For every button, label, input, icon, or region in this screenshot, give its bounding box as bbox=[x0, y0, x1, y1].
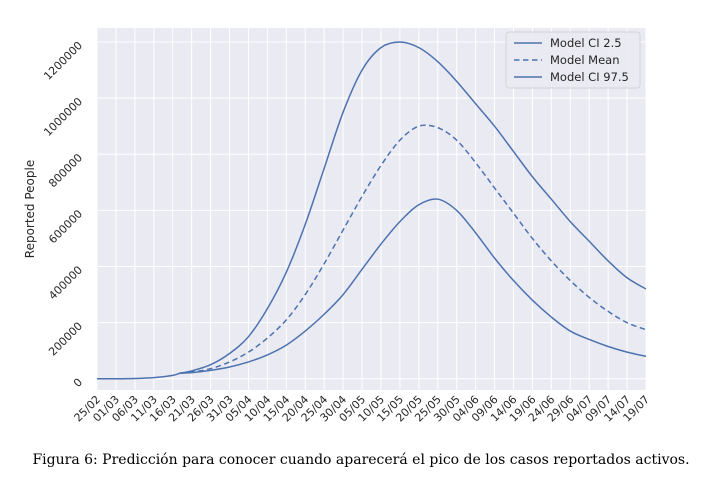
legend-box bbox=[505, 31, 641, 89]
legend-entry: Model CI 2.5 bbox=[550, 36, 622, 50]
y-tick-label: 800000 bbox=[46, 151, 85, 190]
legend: Model CI 2.5 Model Mean Model CI 97.5 bbox=[505, 31, 641, 89]
series-layer bbox=[96, 41, 647, 380]
legend-entry: Model CI 97.5 bbox=[550, 70, 629, 84]
y-tick-label: 0 bbox=[71, 376, 85, 390]
figure-caption: Figura 6: Predicción para conocer cuando… bbox=[32, 452, 690, 468]
y-tick-label: 1000000 bbox=[41, 95, 85, 139]
y-tick-label: 600000 bbox=[46, 207, 85, 246]
series-line-3 bbox=[180, 198, 647, 374]
series-line-2 bbox=[180, 124, 647, 374]
x-gridlines bbox=[96, 28, 647, 390]
y-tick-label: 1200000 bbox=[41, 39, 85, 83]
y-tick-labels: 0 200000 400000 600000 800000 1000000 1200000 bbox=[41, 39, 85, 390]
chart: 020000040000060000080000010000001200000 … bbox=[23, 28, 653, 425]
y-tick-label: 200000 bbox=[46, 320, 85, 359]
y-tick-label: 400000 bbox=[46, 263, 85, 302]
legend-entry: Model Mean bbox=[550, 53, 620, 67]
y-axis-label: Reported People bbox=[23, 160, 37, 258]
x-tick-labels: 25/0201/0306/0311/0316/0321/0326/0331/03… bbox=[72, 393, 653, 425]
